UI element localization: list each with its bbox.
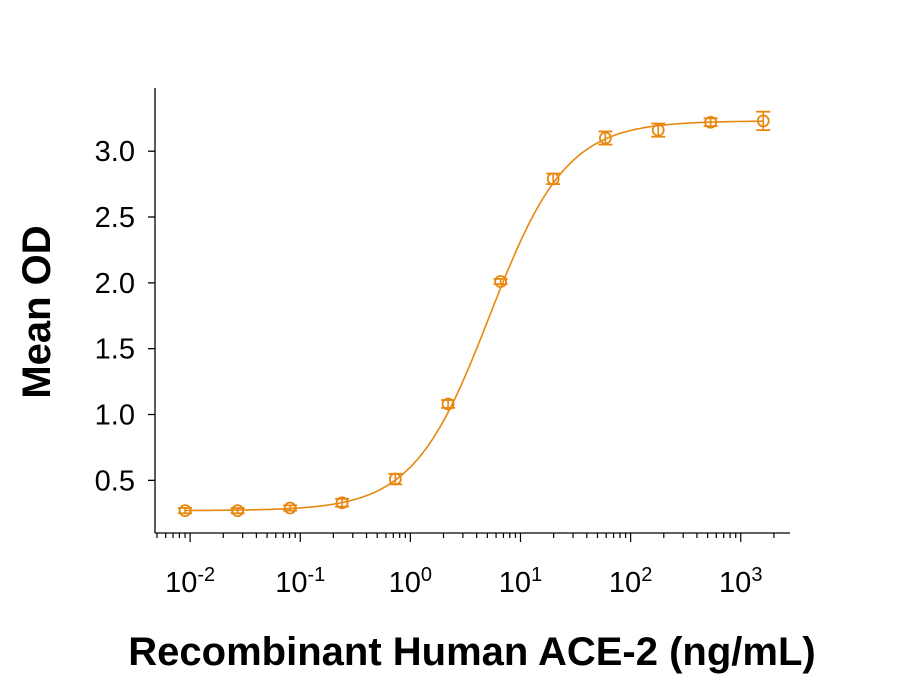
data-point xyxy=(283,501,298,515)
x-ticks: 10-2 10-1 100 101 102 103 xyxy=(156,533,775,599)
x-axis-title: Recombinant Human ACE-2 (ng/mL) xyxy=(128,630,815,674)
data-point xyxy=(598,130,613,146)
tick-base: 10 xyxy=(275,567,307,599)
data-marker xyxy=(494,275,508,288)
data-marker xyxy=(546,172,560,186)
plot-area xyxy=(178,110,771,518)
tick-exponent: 0 xyxy=(421,564,432,586)
tick-base: 10 xyxy=(609,567,641,599)
data-point xyxy=(546,172,561,186)
x-tick-label: 102 xyxy=(609,564,652,599)
x-tick-label: 10-2 xyxy=(165,564,215,599)
y-tick-label: 0.5 xyxy=(95,465,135,497)
data-marker xyxy=(388,472,402,486)
data-marker xyxy=(178,504,192,518)
x-tick-label: 101 xyxy=(499,564,542,599)
y-tick-label: 1.5 xyxy=(95,334,135,366)
data-point xyxy=(493,275,508,288)
y-tick-label: 2.0 xyxy=(95,268,135,300)
data-point xyxy=(703,115,718,129)
data-point xyxy=(756,110,771,132)
data-marker xyxy=(283,501,297,515)
data-point xyxy=(230,504,245,518)
tick-base: 10 xyxy=(389,567,421,599)
data-marker xyxy=(651,123,665,137)
tick-exponent: -1 xyxy=(307,564,325,586)
data-point xyxy=(335,496,350,510)
fit-curve xyxy=(185,120,764,512)
data-marker xyxy=(441,397,455,411)
tick-exponent: 2 xyxy=(641,564,652,586)
data-point xyxy=(441,397,456,411)
data-marker xyxy=(704,115,718,129)
y-tick-label: 3.0 xyxy=(95,136,135,168)
data-marker xyxy=(231,504,245,518)
tick-base: 10 xyxy=(499,567,531,599)
y-ticks: 0.5 1.0 1.5 2.0 2.5 3.0 xyxy=(95,136,155,497)
tick-exponent: 3 xyxy=(751,564,762,586)
tick-exponent: -2 xyxy=(197,564,215,586)
axes xyxy=(154,88,790,534)
data-marker xyxy=(756,114,770,128)
data-point xyxy=(178,504,193,518)
x-tick-label: 100 xyxy=(389,564,432,599)
data-point xyxy=(651,122,666,138)
tick-base: 10 xyxy=(719,567,751,599)
y-tick-label: 2.5 xyxy=(95,202,135,234)
data-point xyxy=(388,472,403,486)
y-axis-title: Mean OD xyxy=(15,225,59,398)
y-tick-label: 1.0 xyxy=(95,400,135,432)
x-tick-label: 10-1 xyxy=(275,564,325,599)
data-marker xyxy=(335,496,349,510)
x-tick-label: 103 xyxy=(719,564,762,599)
tick-base: 10 xyxy=(165,567,197,599)
tick-exponent: 1 xyxy=(531,564,542,586)
data-marker xyxy=(598,131,612,145)
